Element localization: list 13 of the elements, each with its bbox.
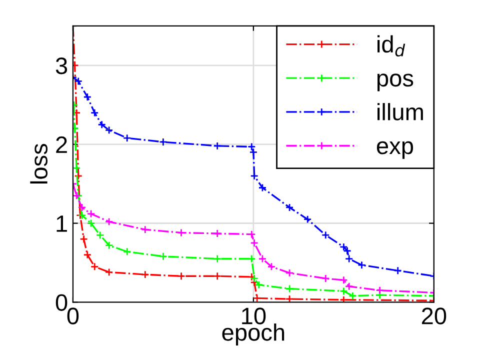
legend-label: id$_{d}$: [378, 35, 406, 57]
y-tick-label: 3: [56, 58, 68, 74]
y-tick-label: 2: [56, 136, 67, 153]
x-tick-label: 10: [242, 308, 266, 324]
y-axis-title: loss: [30, 144, 48, 184]
x-tick-label: 20: [422, 308, 446, 324]
legend-label: pos: [377, 74, 414, 92]
x-axis-title: epoch: [222, 323, 284, 346]
x-tick-label: 0: [67, 308, 79, 324]
y-tick-label: 0: [56, 294, 68, 311]
legend-label: exp: [376, 141, 414, 159]
y-tick-label: 1: [56, 216, 67, 232]
legend-label: illum: [378, 103, 423, 120]
